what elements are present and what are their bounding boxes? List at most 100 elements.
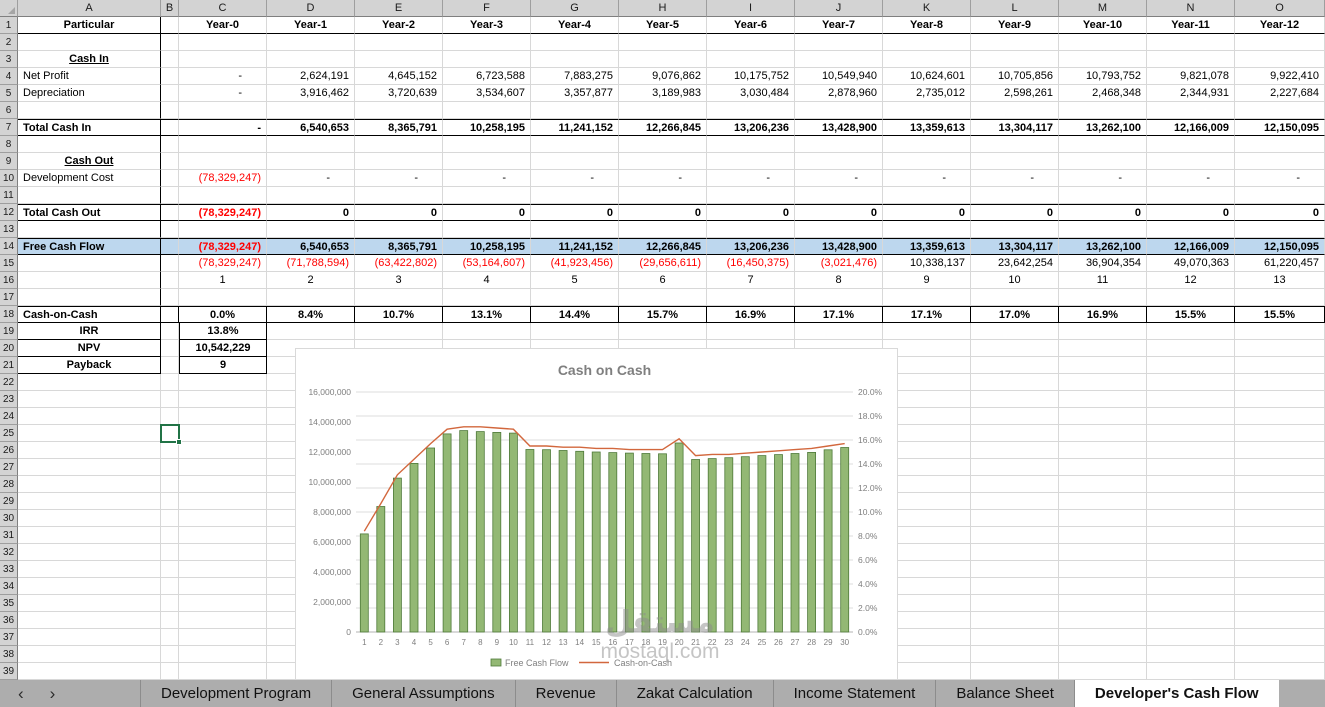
cell-a33[interactable] <box>18 561 161 578</box>
cell-l4[interactable]: 10,705,856 <box>971 68 1059 85</box>
cell-f9[interactable] <box>443 153 531 170</box>
cell-o9[interactable] <box>1235 153 1325 170</box>
cell-k26[interactable] <box>883 442 971 459</box>
cell-h7[interactable]: 12,266,845 <box>619 119 707 136</box>
cell-c27[interactable] <box>179 459 267 476</box>
cell-c23[interactable] <box>179 391 267 408</box>
cell-c34[interactable] <box>179 578 267 595</box>
cell-a36[interactable] <box>18 612 161 629</box>
row-header-24[interactable]: 24 <box>0 408 18 425</box>
column-header-m[interactable]: M <box>1059 0 1147 17</box>
cell-a1[interactable]: Particular <box>18 17 161 34</box>
cell-o18[interactable]: 15.5% <box>1235 306 1325 323</box>
row-header-31[interactable]: 31 <box>0 527 18 544</box>
cell-n25[interactable] <box>1147 425 1235 442</box>
cell-c19[interactable]: 13.8% <box>179 323 267 340</box>
cell-i3[interactable] <box>707 51 795 68</box>
cell-l1[interactable]: Year-9 <box>971 17 1059 34</box>
cell-g7[interactable]: 11,241,152 <box>531 119 619 136</box>
cell-e17[interactable] <box>355 289 443 306</box>
cell-i10[interactable]: - <box>707 170 795 187</box>
cell-l8[interactable] <box>971 136 1059 153</box>
cell-k3[interactable] <box>883 51 971 68</box>
cell-l11[interactable] <box>971 187 1059 204</box>
cell-a22[interactable] <box>18 374 161 391</box>
cell-a21[interactable]: Payback <box>18 357 161 374</box>
cell-c37[interactable] <box>179 629 267 646</box>
cell-g3[interactable] <box>531 51 619 68</box>
cell-g14[interactable]: 11,241,152 <box>531 238 619 255</box>
cell-c14[interactable]: (78,329,247) <box>179 238 267 255</box>
cell-l16[interactable]: 10 <box>971 272 1059 289</box>
cell-n13[interactable] <box>1147 221 1235 238</box>
cell-m24[interactable] <box>1059 408 1147 425</box>
column-header-g[interactable]: G <box>531 0 619 17</box>
cell-n9[interactable] <box>1147 153 1235 170</box>
sheet-tab-revenue[interactable]: Revenue <box>514 680 616 707</box>
cell-i5[interactable]: 3,030,484 <box>707 85 795 102</box>
cell-j15[interactable]: (3,021,476) <box>795 255 883 272</box>
cell-d1[interactable]: Year-1 <box>267 17 355 34</box>
cell-e1[interactable]: Year-2 <box>355 17 443 34</box>
cell-c28[interactable] <box>179 476 267 493</box>
cell-l38[interactable] <box>971 646 1059 663</box>
cell-b26[interactable] <box>161 442 179 459</box>
cell-m30[interactable] <box>1059 510 1147 527</box>
cell-b3[interactable] <box>161 51 179 68</box>
cell-o24[interactable] <box>1235 408 1325 425</box>
cell-o28[interactable] <box>1235 476 1325 493</box>
cell-k4[interactable]: 10,624,601 <box>883 68 971 85</box>
cell-l33[interactable] <box>971 561 1059 578</box>
cell-b35[interactable] <box>161 595 179 612</box>
cell-j3[interactable] <box>795 51 883 68</box>
cell-o4[interactable]: 9,922,410 <box>1235 68 1325 85</box>
cell-n18[interactable]: 15.5% <box>1147 306 1235 323</box>
cell-b28[interactable] <box>161 476 179 493</box>
cell-l36[interactable] <box>971 612 1059 629</box>
cell-o26[interactable] <box>1235 442 1325 459</box>
cell-a8[interactable] <box>18 136 161 153</box>
cell-i2[interactable] <box>707 34 795 51</box>
cell-l2[interactable] <box>971 34 1059 51</box>
cell-g15[interactable]: (41,923,456) <box>531 255 619 272</box>
cell-b18[interactable] <box>161 306 179 323</box>
cell-l12[interactable]: 0 <box>971 204 1059 221</box>
cell-n5[interactable]: 2,344,931 <box>1147 85 1235 102</box>
cell-c12[interactable]: (78,329,247) <box>179 204 267 221</box>
cell-e14[interactable]: 8,365,791 <box>355 238 443 255</box>
cell-a31[interactable] <box>18 527 161 544</box>
cell-l21[interactable] <box>971 357 1059 374</box>
cell-o20[interactable] <box>1235 340 1325 357</box>
column-header-f[interactable]: F <box>443 0 531 17</box>
cell-a20[interactable]: NPV <box>18 340 161 357</box>
cell-c39[interactable] <box>179 663 267 680</box>
cell-c33[interactable] <box>179 561 267 578</box>
cell-k2[interactable] <box>883 34 971 51</box>
cell-k5[interactable]: 2,735,012 <box>883 85 971 102</box>
cell-m18[interactable]: 16.9% <box>1059 306 1147 323</box>
cell-e13[interactable] <box>355 221 443 238</box>
column-header-k[interactable]: K <box>883 0 971 17</box>
cell-f6[interactable] <box>443 102 531 119</box>
cell-b31[interactable] <box>161 527 179 544</box>
cell-o31[interactable] <box>1235 527 1325 544</box>
cell-o3[interactable] <box>1235 51 1325 68</box>
cell-l17[interactable] <box>971 289 1059 306</box>
cell-l3[interactable] <box>971 51 1059 68</box>
cell-n11[interactable] <box>1147 187 1235 204</box>
cell-a26[interactable] <box>18 442 161 459</box>
cell-k16[interactable]: 9 <box>883 272 971 289</box>
cell-j11[interactable] <box>795 187 883 204</box>
cell-m38[interactable] <box>1059 646 1147 663</box>
cell-o36[interactable] <box>1235 612 1325 629</box>
cell-f11[interactable] <box>443 187 531 204</box>
cell-a16[interactable] <box>18 272 161 289</box>
cell-l31[interactable] <box>971 527 1059 544</box>
cell-l29[interactable] <box>971 493 1059 510</box>
column-header-b[interactable]: B <box>161 0 179 17</box>
cell-l18[interactable]: 17.0% <box>971 306 1059 323</box>
cell-l30[interactable] <box>971 510 1059 527</box>
cell-j16[interactable]: 8 <box>795 272 883 289</box>
cell-f13[interactable] <box>443 221 531 238</box>
cell-a32[interactable] <box>18 544 161 561</box>
